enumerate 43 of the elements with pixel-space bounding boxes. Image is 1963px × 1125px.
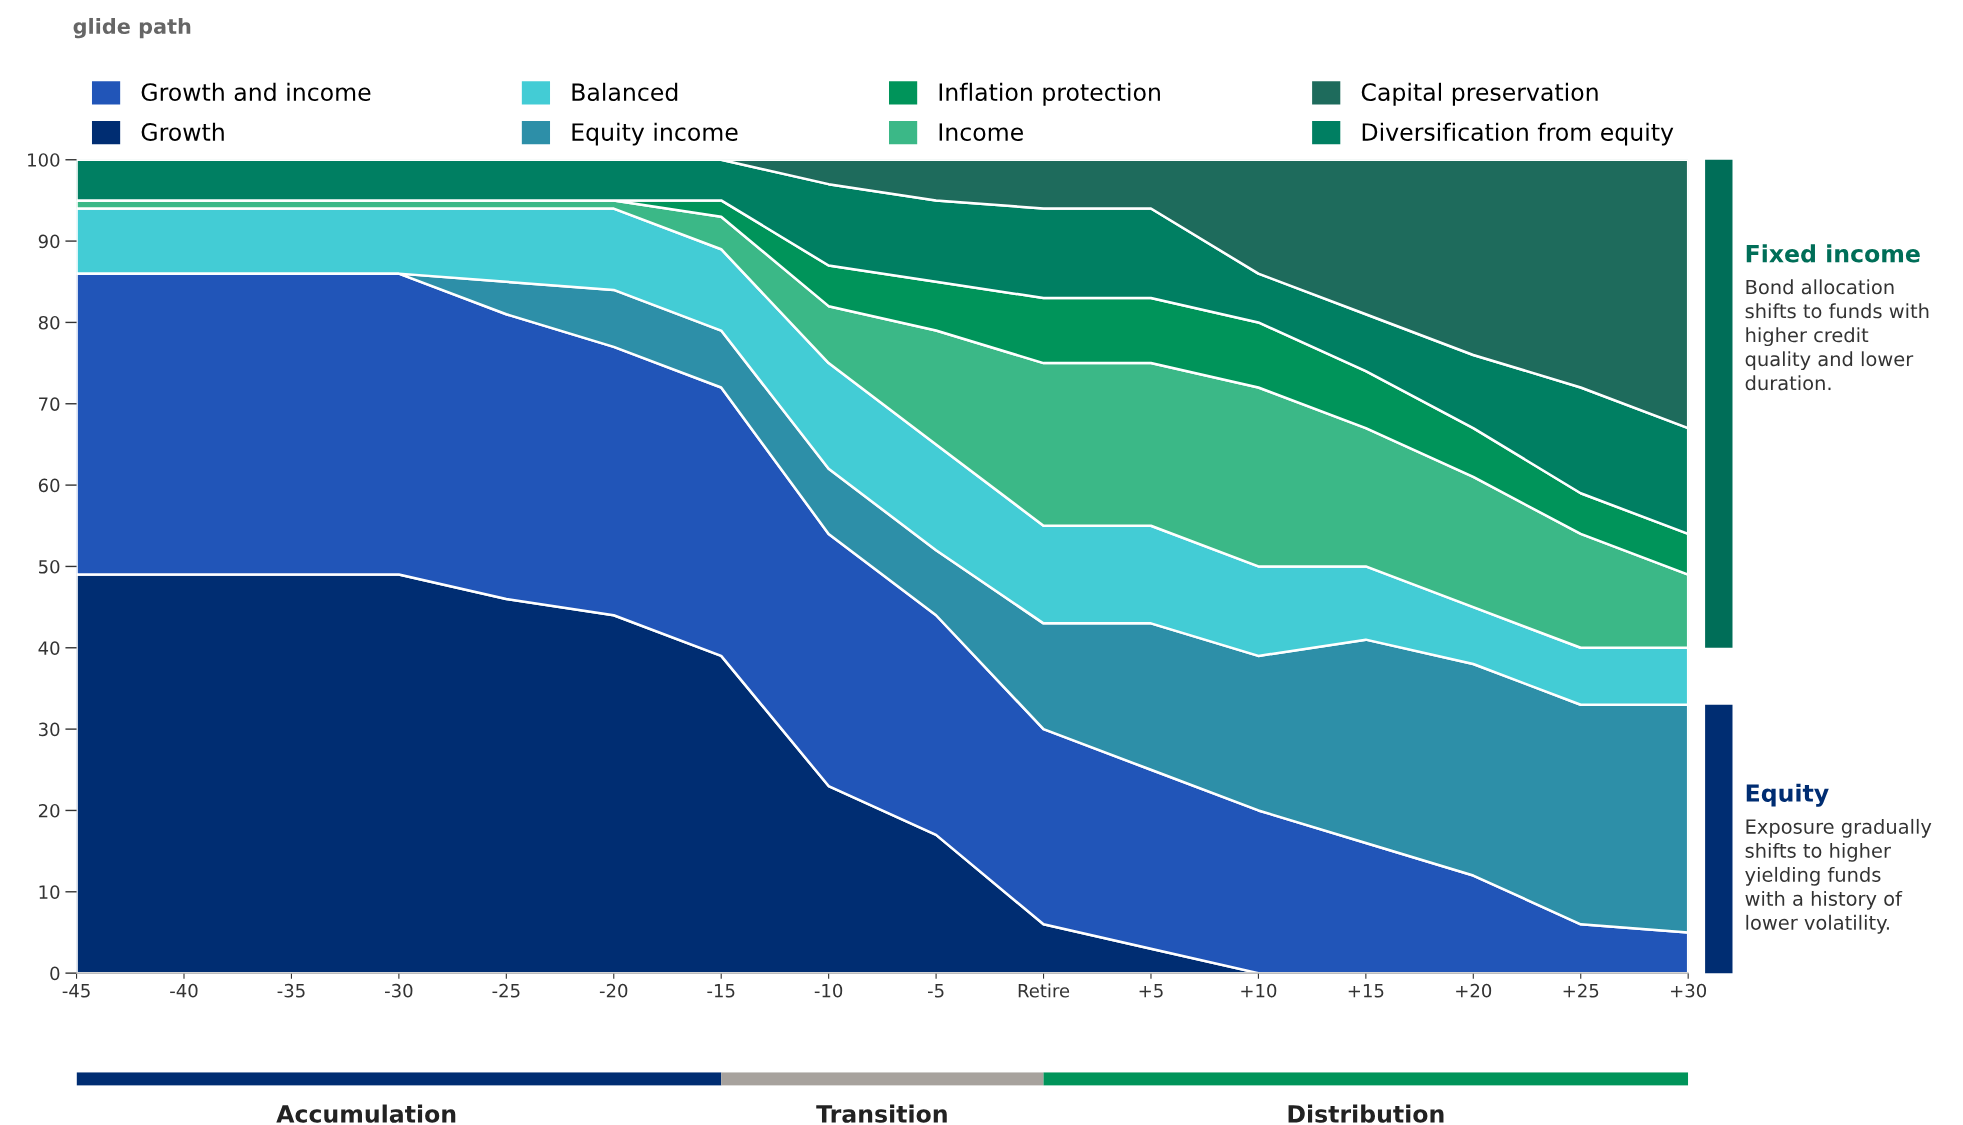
y-tick-label: 50 [39, 559, 60, 574]
y-tick-label: 70 [39, 397, 60, 411]
x-tick-label: -25 [492, 983, 520, 998]
y-tick-label: 30 [38, 722, 60, 737]
y-tick-label: 40 [38, 641, 60, 655]
chart-title: glide path [73, 17, 191, 39]
x-tick-label: -20 [599, 983, 628, 998]
legend-label: Capital preservation [1361, 82, 1598, 106]
legend-label: Growth and income [141, 82, 371, 102]
y-tick-label: 20 [38, 803, 60, 818]
x-tick-label: -45 [62, 984, 90, 998]
x-tick-label: +15 [1348, 984, 1384, 998]
y-tick-label: 80 [38, 315, 60, 330]
x-tick-label: -30 [385, 983, 413, 998]
x-tick-label: -5 [927, 984, 944, 998]
text: Fixed income [1746, 244, 1920, 263]
x-tick-label: -35 [277, 983, 305, 998]
x-tick-label: -40 [170, 983, 198, 998]
legend-label: Growth [141, 122, 224, 141]
legend-label: Inflation protection [939, 82, 1160, 106]
x-tick-label: -15 [707, 984, 735, 998]
y-tick-label: 60 [38, 478, 60, 493]
y-tick-label: 10 [39, 885, 60, 899]
x-tick-label: +30 [1671, 983, 1707, 998]
x-tick-label: Retire [1018, 983, 1070, 998]
x-tick-label: +10 [1241, 983, 1277, 998]
legend-label: Income [939, 123, 1023, 141]
legend-label: Diversification from equity [1362, 122, 1674, 146]
legend-label: Balanced [572, 82, 678, 102]
text: Equity [1746, 783, 1829, 807]
legend-label: Equity income [572, 122, 738, 146]
x-tick-label: -10 [814, 983, 843, 998]
y-tick-label: 90 [38, 234, 60, 249]
y-tick-label: 0 [50, 966, 60, 981]
text: Bond allocation shifts to funds with higher credit quality and lower duration. [1745, 279, 1929, 391]
text: Transition [816, 1104, 947, 1123]
x-tick-label: +20 [1456, 983, 1492, 998]
text: Exposure gradually shifts to higher yielding funds with a history of lower volatility. [1745, 818, 1932, 934]
text: Distribution [1288, 1104, 1444, 1123]
text: Accumulation [276, 1104, 456, 1123]
x-tick-label: +5 [1139, 984, 1163, 998]
x-tick-label: +25 [1563, 983, 1599, 998]
y-tick-label: 100 [28, 153, 60, 167]
